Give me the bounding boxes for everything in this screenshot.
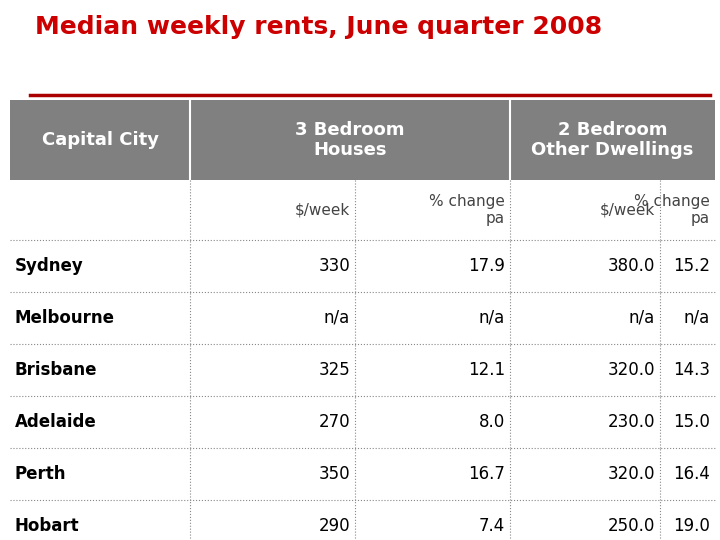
Text: 230.0: 230.0 [608, 413, 655, 431]
Text: 16.7: 16.7 [468, 465, 505, 483]
Text: 12.1: 12.1 [468, 361, 505, 379]
Text: 16.4: 16.4 [673, 465, 710, 483]
Bar [10, 240, 715, 292]
Text: Adelaide: Adelaide [15, 413, 96, 431]
Text: 350: 350 [318, 465, 350, 483]
Bar [10, 500, 715, 540]
Text: Median weekly rents, June quarter 2008: Median weekly rents, June quarter 2008 [35, 15, 602, 39]
Bar [10, 100, 715, 180]
Bar [10, 344, 715, 396]
Text: 325: 325 [318, 361, 350, 379]
Text: % change
pa: % change pa [634, 194, 710, 226]
Text: Hobart: Hobart [15, 517, 80, 535]
Text: 15.0: 15.0 [673, 413, 710, 431]
Text: 3 Bedroom
Houses: 3 Bedroom Houses [295, 120, 405, 159]
Bar [10, 448, 715, 500]
Text: Perth: Perth [15, 465, 66, 483]
Text: 380.0: 380.0 [608, 257, 655, 275]
Text: n/a: n/a [684, 309, 710, 327]
Text: 330: 330 [318, 257, 350, 275]
Text: % change
pa: % change pa [429, 194, 505, 226]
Text: 17.9: 17.9 [468, 257, 505, 275]
Text: 290: 290 [318, 517, 350, 535]
Text: 320.0: 320.0 [608, 361, 655, 379]
Text: $/week: $/week [600, 202, 655, 218]
Text: n/a: n/a [629, 309, 655, 327]
Text: 250.0: 250.0 [608, 517, 655, 535]
Text: 320.0: 320.0 [608, 465, 655, 483]
Text: Sydney: Sydney [15, 257, 84, 275]
Bar [10, 292, 715, 344]
Bar [10, 180, 715, 240]
Text: 15.2: 15.2 [673, 257, 710, 275]
Text: 19.0: 19.0 [673, 517, 710, 535]
Text: n/a: n/a [479, 309, 505, 327]
Text: $/week: $/week [294, 202, 350, 218]
Text: 14.3: 14.3 [673, 361, 710, 379]
Text: n/a: n/a [324, 309, 350, 327]
Text: Melbourne: Melbourne [15, 309, 115, 327]
Text: Capital City: Capital City [42, 131, 158, 149]
Text: 270: 270 [318, 413, 350, 431]
Text: 2 Bedroom
Other Dwellings: 2 Bedroom Other Dwellings [531, 120, 693, 159]
Bar [10, 396, 715, 448]
Text: Brisbane: Brisbane [15, 361, 97, 379]
Text: 8.0: 8.0 [479, 413, 505, 431]
Text: 7.4: 7.4 [479, 517, 505, 535]
